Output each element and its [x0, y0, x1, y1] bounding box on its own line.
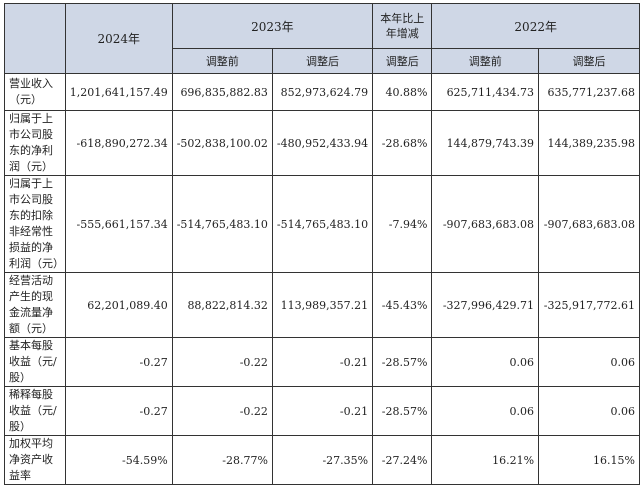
cell-2024: -555,661,157.34 [64, 175, 173, 273]
cell-2023-before: -28.77% [171, 435, 273, 485]
header-2023-before: 调整前 [171, 48, 273, 74]
cell-2022-after: 0.06 [538, 386, 640, 436]
cell-2022-before: -327,996,429.71 [431, 272, 540, 338]
cell-2023-after: -514,765,483.10 [271, 175, 374, 273]
row-label: 归属于上市公司股东的扣除非经常性损益的净利润（元） [4, 175, 66, 273]
cell-2024: 1,201,641,157.49 [64, 73, 173, 111]
cell-change: -28.57% [372, 337, 433, 387]
cell-2023-after: -27.35% [271, 435, 374, 485]
table-row: 基本每股收益（元/股） -0.27 -0.22 -0.21 -28.57% 0.… [4, 337, 640, 387]
cell-2023-before: -0.22 [171, 337, 273, 387]
cell-2022-before: -907,683,683.08 [431, 175, 540, 273]
cell-2023-after: -0.21 [271, 337, 374, 387]
table-row: 加权平均净资产收益率 -54.59% -28.77% -27.35% -27.2… [4, 435, 640, 485]
row-label: 营业收入（元） [4, 73, 66, 111]
cell-2024: -618,890,272.34 [64, 110, 173, 176]
row-label: 经营活动产生的现金流量净额（元） [4, 272, 66, 338]
cell-change: -45.43% [372, 272, 433, 338]
cell-2023-after: 113,989,357.21 [271, 272, 374, 338]
cell-2023-after: -0.21 [271, 386, 374, 436]
cell-2022-after: 16.15% [538, 435, 640, 485]
cell-2023-before: -514,765,483.10 [171, 175, 273, 273]
cell-change: -27.24% [372, 435, 433, 485]
cell-2024: 62,201,089.40 [64, 272, 173, 338]
cell-2022-before: 625,711,434.73 [431, 73, 540, 111]
header-2022-before: 调整前 [431, 48, 540, 74]
cell-2022-before: 16.21% [431, 435, 540, 485]
header-corner-cell [4, 3, 66, 74]
row-label: 稀释每股收益（元/股） [4, 386, 66, 436]
header-2022: 2022年 [431, 3, 640, 49]
cell-2022-before: 144,879,743.39 [431, 110, 540, 176]
cell-2023-after: 852,973,624.79 [271, 73, 374, 111]
header-2023-after: 调整后 [271, 48, 374, 74]
cell-change: 40.88% [372, 73, 433, 111]
cell-2022-after: 635,771,237.68 [538, 73, 640, 111]
cell-change: -28.57% [372, 386, 433, 436]
table-row: 经营活动产生的现金流量净额（元） 62,201,089.40 88,822,81… [4, 272, 640, 338]
cell-change: -7.94% [372, 175, 433, 273]
cell-2022-after: 0.06 [538, 337, 640, 387]
table-row: 归属于上市公司股东的净利润（元） -618,890,272.34 -502,83… [4, 110, 640, 176]
financial-table-wrapper: 2024年 2023年 本年比上年增减 2022年 调整前 调整后 调整后 调整… [4, 3, 640, 485]
header-change: 本年比上年增减 [372, 3, 433, 49]
header-2024: 2024年 [64, 3, 173, 74]
cell-2023-before: -502,838,100.02 [171, 110, 273, 176]
cell-2024: -0.27 [64, 386, 173, 436]
row-label: 归属于上市公司股东的净利润（元） [4, 110, 66, 176]
cell-2024: -54.59% [64, 435, 173, 485]
cell-2022-after: -907,683,683.08 [538, 175, 640, 273]
cell-2022-before: 0.06 [431, 386, 540, 436]
table-row: 归属于上市公司股东的扣除非经常性损益的净利润（元） -555,661,157.3… [4, 175, 640, 273]
cell-2022-after: -325,917,772.61 [538, 272, 640, 338]
cell-2023-before: 88,822,814.32 [171, 272, 273, 338]
table-row: 稀释每股收益（元/股） -0.27 -0.22 -0.21 -28.57% 0.… [4, 386, 640, 436]
row-label: 基本每股收益（元/股） [4, 337, 66, 387]
cell-2023-before: 696,835,882.83 [171, 73, 273, 111]
financial-summary-table: 2024年 2023年 本年比上年增减 2022年 调整前 调整后 调整后 调整… [4, 3, 640, 485]
cell-change: -28.68% [372, 110, 433, 176]
header-change-after: 调整后 [372, 48, 433, 74]
header-2022-after: 调整后 [538, 48, 640, 74]
row-label: 加权平均净资产收益率 [4, 435, 66, 485]
table-row: 营业收入（元） 1,201,641,157.49 696,835,882.83 … [4, 73, 640, 111]
header-2023: 2023年 [171, 3, 374, 49]
cell-2022-after: 144,389,235.98 [538, 110, 640, 176]
cell-2022-before: 0.06 [431, 337, 540, 387]
cell-2023-before: -0.22 [171, 386, 273, 436]
cell-2023-after: -480,952,433.94 [271, 110, 374, 176]
cell-2024: -0.27 [64, 337, 173, 387]
